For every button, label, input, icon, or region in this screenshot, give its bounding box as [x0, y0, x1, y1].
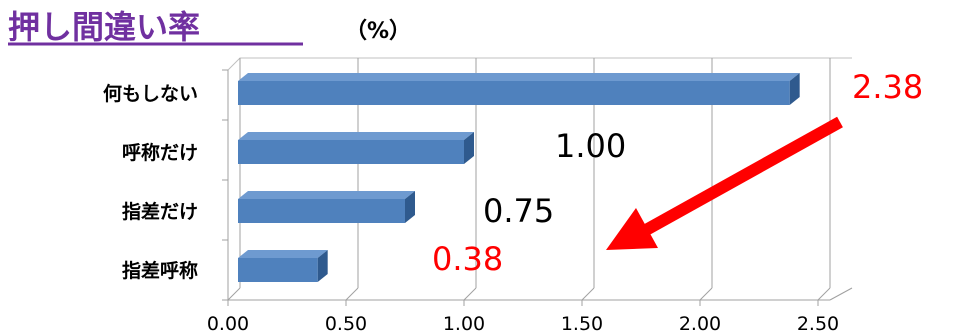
bar-呼称だけ [238, 132, 474, 164]
bar-top-face [238, 132, 474, 140]
bar-side-face [789, 73, 800, 105]
category-label: 指差だけ [122, 200, 198, 223]
value-label: 2.38 [852, 68, 923, 106]
x-tick-label: 2.00 [679, 313, 721, 335]
trend-arrow [606, 116, 843, 250]
x-tick-label: 0.50 [325, 313, 367, 335]
bar-front-face [238, 258, 318, 282]
arrow-shaft [643, 116, 843, 236]
x-tick-label: 1.00 [443, 313, 485, 335]
value-label: 0.75 [483, 192, 554, 230]
value-label: 1.00 [555, 127, 626, 165]
floor-gridline [817, 287, 831, 301]
arrow-head [606, 208, 658, 250]
floor-gridline [463, 287, 477, 301]
chart-title: 押し間違い率 [8, 8, 200, 46]
category-label: 呼称だけ [122, 141, 198, 164]
floor-gridline [699, 287, 713, 301]
x-tick-label: 1.50 [561, 313, 603, 335]
x-tick-label: 2.50 [797, 313, 839, 335]
floor-gridline [227, 287, 241, 301]
value-labels: 2.38 1.000.75 0.38 [432, 68, 923, 278]
category-label: 指差呼称 [122, 259, 198, 282]
bar-top-face [238, 250, 328, 258]
x-tick-labels: 0.00 0.50 1.00 1.50 2.00 2.50 [207, 313, 839, 335]
bar-何もしない [238, 73, 800, 105]
bars [238, 73, 800, 282]
value-label: 0.38 [432, 240, 503, 278]
bar-指差だけ [238, 191, 415, 223]
bar-side-face [464, 132, 474, 164]
bar-top-face [238, 73, 800, 81]
category-label: 何もしない [103, 82, 198, 105]
bar-side-face [405, 191, 415, 223]
bar-front-face [238, 199, 405, 223]
unit-label: （%） [345, 19, 411, 44]
back-wall-top [227, 57, 852, 71]
gridlines [227, 58, 831, 306]
floor-gridline [345, 287, 359, 301]
floor-gridline [581, 287, 595, 301]
bar-front-face [238, 140, 464, 164]
bar-side-face [317, 250, 328, 282]
x-tick-label: 0.00 [207, 313, 249, 335]
bar-front-face [238, 81, 790, 105]
bar-指差呼称 [238, 250, 328, 282]
bar-top-face [238, 191, 415, 199]
floor-edge [829, 287, 853, 301]
